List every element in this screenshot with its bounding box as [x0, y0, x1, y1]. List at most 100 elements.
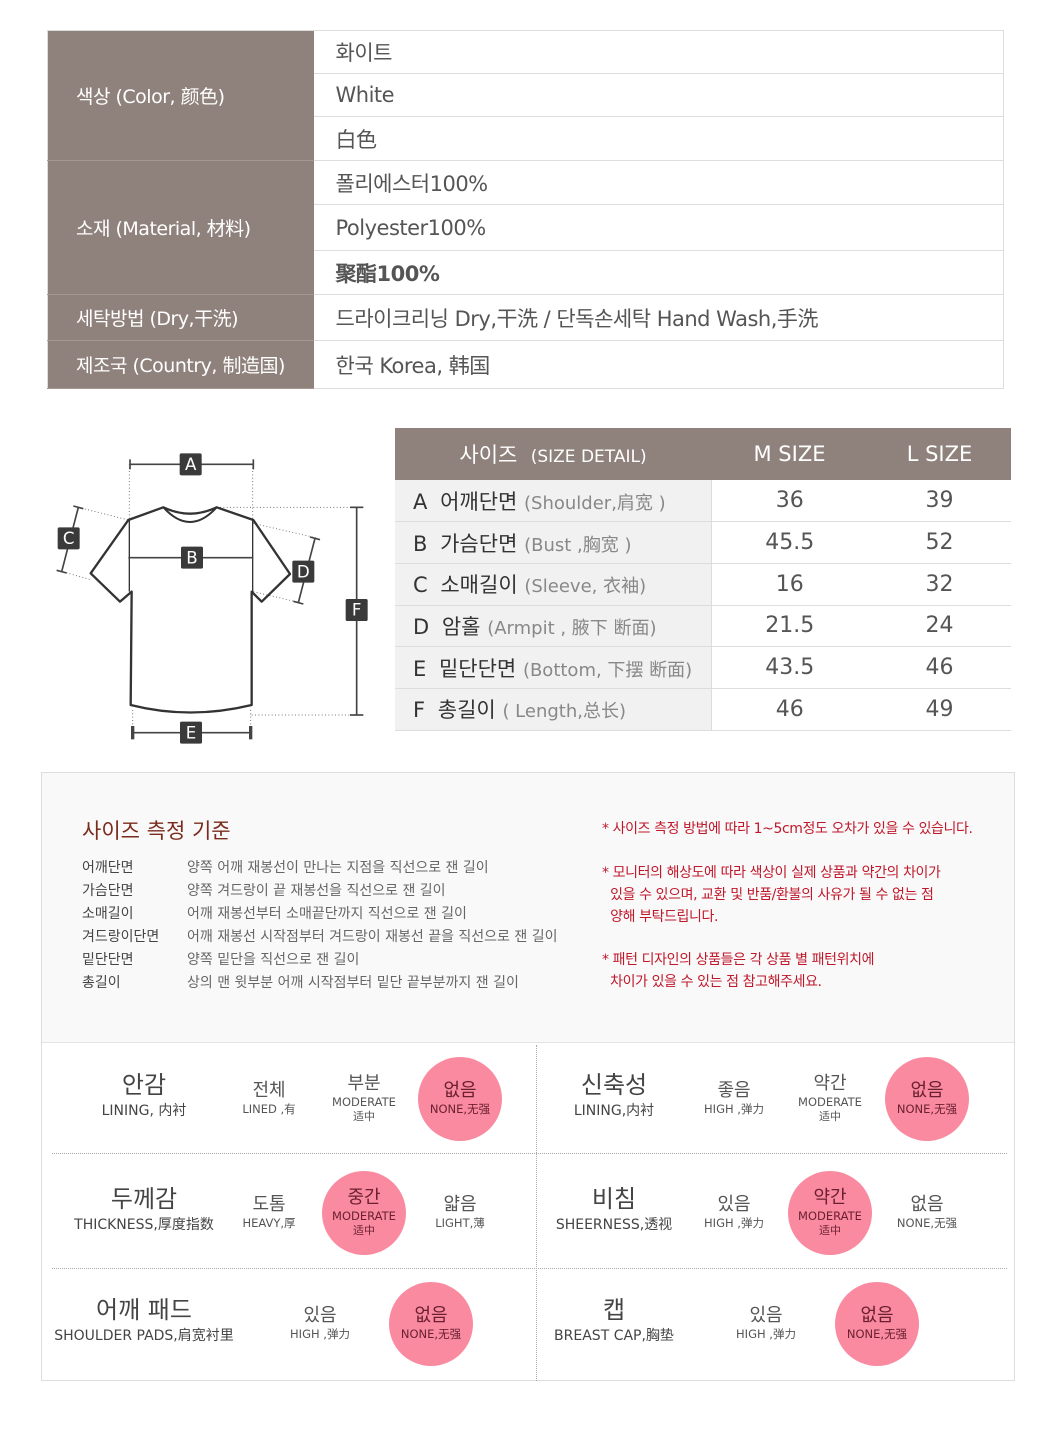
size-name-ko: 어깨단면 [440, 489, 518, 514]
measurement-item: 소매길이 어깨 재봉선부터 소매끝단까지 직선으로 잰 길이 [82, 903, 467, 923]
size-m-value: 46 [711, 688, 868, 731]
note: * 패턴 디자인의 상품들은 각 상품 별 패턴위치에 차이가 있을 수 있는 … [602, 949, 874, 993]
measurement-guide: 사이즈 측정 기준 어깨단면 양쪽 어깨 재봉선이 만나는 지점을 직선으로 잰 … [42, 773, 1014, 1043]
tshirt-size-diagram: A B C D E F [56, 453, 368, 744]
info-value: 한국 Korea, 韩国 [313, 340, 1004, 389]
note-line: 양해 부탁드립니다. [602, 909, 719, 925]
attribute-5: 어깨 패드 SHOULDER PADS,肩宽衬里 [44, 1290, 244, 1345]
option-label-en: HEAVY,厚 [242, 1216, 296, 1230]
size-name-en: (Sleeve, 衣袖) [524, 576, 647, 598]
attribute-name: 안감 [121, 1071, 167, 1099]
label-box-b [181, 546, 203, 569]
option-label: 전체 [252, 1080, 286, 1101]
option: 전체 LINED ,有 [227, 1057, 311, 1141]
option-label-en: LINED ,有 [242, 1102, 296, 1116]
info-label: 소재 (Material, 材料) [47, 160, 314, 295]
measurement-item: 가슴단면 양쪽 겨드랑이 끝 재봉선을 직선으로 잰 길이 [82, 880, 446, 900]
option: 부분 MODERATE 适中 [322, 1057, 406, 1141]
measurement-item: 총길이 상의 맨 윗부분 어깨 시작점부터 밑단 끝부분까지 잰 길이 [82, 972, 519, 992]
measurement-desc: 양쪽 겨드랑이 끝 재봉선을 직선으로 잰 길이 [187, 883, 446, 899]
option-label-zh: 适中 [353, 1224, 375, 1237]
attribute-name-en: SHEERNESS,透视 [555, 1217, 673, 1233]
note: * 모니터의 해상도에 따라 색상이 실제 상품과 약간의 차이가 있을 수 있… [602, 862, 941, 928]
size-label: A 어깨단면 (Shoulder,肩宽 ) [395, 480, 712, 523]
size-l-value: 39 [868, 480, 1011, 523]
option-label-zh: 适中 [819, 1224, 841, 1237]
size-name-en: ( Length,总长) [502, 701, 627, 723]
attribute-2: 신축성 LINING,内衬 [514, 1065, 714, 1120]
label-d: D [297, 562, 310, 581]
info-row: 세탁방법 (Dry,干洗) 드라이크리닝 Dry,干洗 / 단독손세탁 Hand … [47, 294, 1004, 341]
size-letter: D [413, 614, 430, 639]
selected-option: 없음 NONE,无强 [389, 1282, 473, 1366]
info-label: 세탁방법 (Dry,干洗) [47, 294, 314, 341]
option-label-en: LIGHT,薄 [435, 1216, 485, 1230]
option-label: 약간 [813, 1073, 847, 1094]
info-value: 白色 [313, 116, 1004, 161]
size-l-value: 46 [868, 646, 1011, 689]
attribute-6: 캡 BREAST CAP,胸垫 [514, 1290, 714, 1345]
option: 있음 HIGH ,弹力 [278, 1282, 362, 1366]
size-m-value: 21.5 [711, 605, 868, 648]
option-label-zh: 适中 [819, 1110, 841, 1123]
option-label-en: NONE,无强 [896, 1102, 958, 1116]
attribute-4: 비침 SHEERNESS,透视 [514, 1179, 714, 1234]
option-label-en: MODERATE [332, 1095, 396, 1109]
size-letter: F [413, 698, 426, 723]
label-e: E [186, 723, 197, 742]
measurement-term: 총길이 [82, 975, 121, 991]
option: 좋음 HIGH ,弹力 [692, 1057, 776, 1141]
info-label: 제조국 (Country, 制造国) [47, 340, 314, 389]
option-label-en: MODERATE [332, 1209, 396, 1223]
label-box-a [179, 453, 202, 476]
size-row: F 총길이 ( Length,总长) 46 49 [395, 688, 1011, 731]
info-value: 드라이크리닝 Dry,干洗 / 단독손세탁 Hand Wash,手洗 [313, 294, 1004, 341]
size-l-value: 32 [868, 563, 1011, 606]
measurement-term: 가슴단면 [82, 883, 134, 899]
option-label: 얇음 [443, 1194, 477, 1215]
option: 있음 HIGH ,弹力 [692, 1171, 776, 1255]
size-letter: B [413, 531, 428, 556]
selected-option: 없음 NONE,无强 [418, 1057, 502, 1141]
option: 있음 HIGH ,弹力 [724, 1282, 808, 1366]
label-box-c [57, 527, 80, 550]
info-value: 화이트 [313, 30, 1004, 74]
attribute-name-en: THICKNESS,厚度指数 [74, 1217, 214, 1233]
measurement-item: 어깨단면 양쪽 어깨 재봉선이 만나는 지점을 직선으로 잰 길이 [82, 857, 489, 877]
attribute-3: 두께감 THICKNESS,厚度指数 [44, 1179, 244, 1234]
option: 없음 NONE,无强 [885, 1171, 969, 1255]
info-value: 폴리에스터100% [313, 160, 1004, 205]
size-row: E 밑단단면 (Bottom, 下摆 断面) 43.5 46 [395, 646, 1011, 689]
option: 도톰 HEAVY,厚 [227, 1171, 311, 1255]
option-label: 없음 [443, 1080, 477, 1101]
option-label: 있음 [303, 1305, 337, 1326]
option-label-en: HIGH ,弹力 [704, 1102, 764, 1116]
option-label-en: NONE,无强 [429, 1102, 491, 1116]
size-row: D 암홀 (Armpit , 腋下 断面) 21.5 24 [395, 605, 1011, 648]
size-m-value: 36 [711, 480, 868, 523]
attribute-name-en: SHOULDER PADS,肩宽衬里 [54, 1328, 234, 1344]
tshirt-outline [89, 506, 292, 714]
size-letter: E [413, 656, 427, 681]
attribute-name-en: LINING,内衬 [573, 1103, 655, 1119]
info-row: Polyester100% [48, 204, 1004, 251]
product-info-table: 색상 (Color, 颜色) 화이트 White 白色 소재 (Material, 材料… [47, 30, 1004, 389]
selected-option: 중간 MODERATE 适中 [322, 1171, 406, 1255]
measurement-item: 밑단단면 양쪽 밑단을 직선으로 잰 길이 [82, 949, 359, 969]
attribute-name-en: LINING, 内衬 [101, 1103, 187, 1119]
note-line: * 패턴 디자인의 상품들은 각 상품 별 패턴위치에 [602, 952, 875, 968]
note-line: * 사이즈 측정 방법에 따라 1~5cm정도 오차가 있을 수 있습니다. [602, 821, 973, 837]
size-row: C 소매길이 (Sleeve, 衣袖) 16 32 [395, 563, 1011, 606]
size-name-ko: 가슴단면 [440, 531, 518, 556]
size-l-value: 24 [868, 605, 1011, 648]
info-label: 색상 (Color, 颜色) [47, 30, 314, 161]
attribute-name: 캡 [602, 1296, 626, 1324]
info-row: 소재 (Material, 材料) 폴리에스터100% [47, 160, 1004, 295]
option-label: 도톰 [252, 1194, 286, 1215]
measurement-desc: 양쪽 어깨 재봉선이 만나는 지점을 직선으로 잰 길이 [187, 860, 489, 876]
size-label: F 총길이 ( Length,总长) [395, 688, 712, 731]
option-label: 없음 [910, 1080, 944, 1101]
measurement-term: 어깨단면 [82, 860, 134, 876]
info-value: White [313, 73, 1004, 117]
size-guide-panel: 사이즈 측정 기준 어깨단면 양쪽 어깨 재봉선이 만나는 지점을 직선으로 잰 … [41, 772, 1015, 1381]
